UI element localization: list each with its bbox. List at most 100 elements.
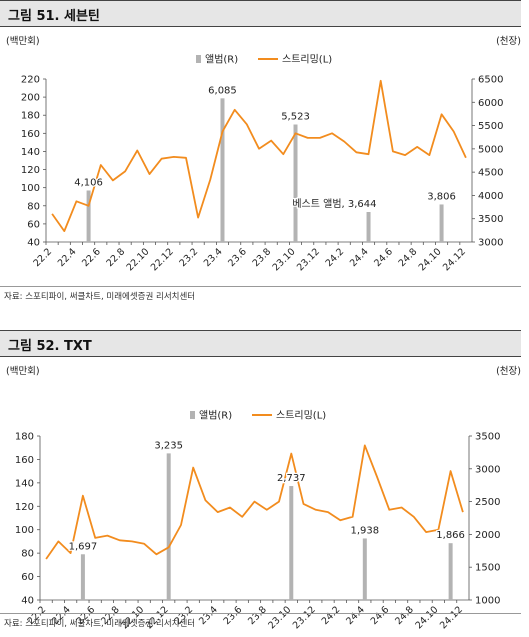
x-tick-label: 23.12: [295, 246, 322, 273]
bar-data-label: 5,523: [281, 112, 310, 123]
bar-album: [80, 554, 85, 600]
y-left-tick-label: 160: [15, 455, 34, 466]
bar-data-label: 2,737: [277, 473, 306, 484]
y-left-tick-label: 140: [21, 147, 40, 158]
y-right-tick-label: 3500: [475, 432, 500, 443]
y-right-tick-label: 1500: [475, 563, 500, 574]
right-unit-label: (천장): [496, 366, 521, 377]
y-left-tick-label: 60: [27, 219, 40, 230]
x-tick-label: 24.6: [369, 604, 392, 627]
chart-seventeen: (백만회) (천장) 40 60 80 100 120 140 160 180 200 220 3000…: [6, 36, 521, 273]
y-right-tick-label: 3000: [475, 464, 500, 475]
legend-label-streaming: 스트리밍(L): [282, 54, 332, 66]
y-right-tick-label: 3500: [478, 214, 503, 225]
x-tick-label: 23.10: [271, 246, 298, 273]
bar-album: [293, 124, 298, 242]
y-left-tick-label: 220: [21, 75, 40, 86]
bar-data-label: 1,697: [69, 541, 98, 552]
chart-txt: (백만회) (천장) 40 60 80 100 120 140 160 180 1000 1500 20…: [6, 366, 521, 631]
x-tick-label: 24.2: [324, 246, 347, 269]
bar-data-label: 3,806: [427, 191, 456, 202]
figure-title: 그림 51. 세븐틴: [8, 9, 100, 24]
x-tick-label: 23.2: [178, 246, 201, 269]
y-left-tick-label: 120: [15, 502, 34, 513]
source-note: 자료: 스포티파이, 써클차트, 미래에셋증권 리서치센터: [4, 619, 196, 629]
y-left-tick-label: 100: [15, 525, 34, 536]
x-tick-label: 22.6: [80, 246, 103, 269]
x-tick-label: 24.12: [441, 246, 468, 273]
left-unit-label: (백만회): [6, 366, 40, 377]
y-right-tick-label: 4500: [478, 168, 503, 179]
x-tick-label: 22.4: [56, 246, 79, 269]
x-tick-label: 23.4: [197, 604, 220, 627]
bar-album: [220, 98, 225, 242]
y-right-tick-label: 3000: [478, 238, 503, 249]
x-tick-label: 22.12: [149, 246, 176, 273]
y-right-tick-label: 6500: [478, 75, 503, 86]
x-tick-label: 24.4: [344, 604, 367, 627]
bar-album: [362, 538, 367, 600]
x-tick-label: 23.10: [266, 604, 293, 631]
bar-data-label: 베스트 앨범, 3,644: [292, 197, 376, 210]
bar-data-label: 3,235: [154, 440, 183, 451]
y-left-tick-label: 80: [21, 549, 34, 560]
y-left-tick-label: 60: [21, 572, 34, 583]
bar-data-label: 1,866: [436, 530, 465, 541]
bar-data-label: 4,106: [74, 177, 103, 188]
y-right-tick-label: 2500: [475, 497, 500, 508]
source-divider: [0, 613, 521, 614]
bar-album: [448, 543, 453, 600]
y-right-tick-label: 5000: [478, 144, 503, 155]
line-streaming: [45, 444, 464, 560]
y-left-tick-label: 160: [21, 129, 40, 140]
x-tick-label: 22.2: [31, 246, 54, 269]
figure-seventeen: 그림 51. 세븐틴 (백만회) (천장) 40 60 80 100 120 140 160 18…: [0, 0, 529, 310]
x-tick-label: 23.6: [226, 246, 249, 269]
y-left-tick-label: 140: [15, 478, 34, 489]
y-left-tick-label: 40: [21, 596, 34, 607]
legend-label-streaming: 스트리밍(L): [276, 410, 326, 422]
y-right-tick-label: 4000: [478, 191, 503, 202]
x-tick-label: 24.12: [438, 604, 465, 631]
figure-header: 그림 52. TXT: [0, 330, 521, 357]
y-left-tick-label: 200: [21, 93, 40, 104]
bar-album: [439, 204, 444, 242]
figure-title: 그림 52. TXT: [8, 339, 92, 354]
bar-data-label: 6,085: [208, 85, 237, 96]
y-right-tick-label: 5500: [478, 121, 503, 132]
y-left-tick-label: 180: [21, 111, 40, 122]
bar-data-label: 1,938: [350, 525, 379, 536]
source-note: 자료: 스포티파이, 써클차트, 미래에셋증권 리서치센터: [4, 292, 196, 302]
y-right-tick-label: 6000: [478, 98, 503, 109]
x-tick-label: 24.10: [417, 246, 444, 273]
legend-label-album: 앨범(R): [199, 409, 232, 422]
x-tick-label: 22.10: [125, 246, 152, 273]
x-tick-label: 23.6: [222, 604, 245, 627]
line-streaming: [51, 79, 467, 233]
legend-swatch-album: [196, 55, 201, 63]
legend-swatch-album: [190, 411, 195, 419]
x-tick-label: 24.4: [348, 246, 371, 269]
y-left-tick-label: 180: [15, 432, 34, 443]
source-divider: [0, 286, 521, 287]
bar-album: [366, 212, 371, 242]
x-tick-label: 24.10: [413, 604, 440, 631]
y-left-tick-label: 100: [21, 183, 40, 194]
y-right-tick-label: 1000: [475, 596, 500, 607]
right-unit-label: (천장): [496, 36, 521, 47]
y-left-tick-label: 40: [27, 238, 40, 249]
bar-album: [86, 190, 91, 242]
y-right-tick-label: 2000: [475, 530, 500, 541]
legend-label-album: 앨범(R): [205, 53, 238, 66]
x-tick-label: 23.12: [291, 604, 318, 631]
figure-header: 그림 51. 세븐틴: [0, 0, 521, 27]
left-unit-label: (백만회): [6, 36, 40, 47]
x-tick-label: 24.2: [320, 604, 343, 627]
y-left-tick-label: 80: [27, 201, 40, 212]
x-tick-label: 24.6: [372, 246, 395, 269]
bar-album: [166, 453, 171, 600]
y-left-tick-label: 120: [21, 165, 40, 176]
bar-album: [289, 486, 294, 600]
x-tick-label: 23.4: [202, 246, 225, 269]
figure-txt: 그림 52. TXT (백만회) (천장) 40 60 80 100 120 140 160 18…: [0, 330, 529, 637]
